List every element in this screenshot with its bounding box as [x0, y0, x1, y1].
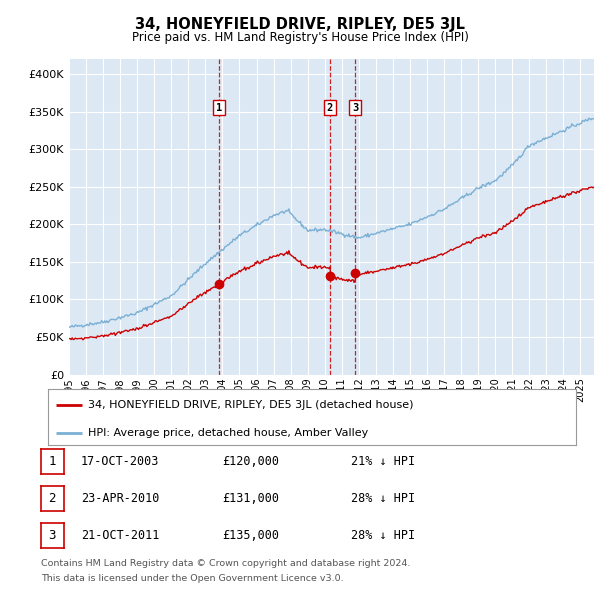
Text: 2: 2	[49, 492, 56, 505]
Text: 1: 1	[216, 103, 222, 113]
Text: 1: 1	[49, 455, 56, 468]
Text: £131,000: £131,000	[222, 492, 279, 505]
Text: 3: 3	[352, 103, 358, 113]
Text: 28% ↓ HPI: 28% ↓ HPI	[351, 529, 415, 542]
Text: 34, HONEYFIELD DRIVE, RIPLEY, DE5 3JL (detached house): 34, HONEYFIELD DRIVE, RIPLEY, DE5 3JL (d…	[88, 400, 413, 410]
Text: 3: 3	[49, 529, 56, 542]
Text: £120,000: £120,000	[222, 455, 279, 468]
Text: 21-OCT-2011: 21-OCT-2011	[81, 529, 160, 542]
Text: This data is licensed under the Open Government Licence v3.0.: This data is licensed under the Open Gov…	[41, 574, 343, 583]
Text: 2: 2	[327, 103, 333, 113]
Text: 21% ↓ HPI: 21% ↓ HPI	[351, 455, 415, 468]
Text: £135,000: £135,000	[222, 529, 279, 542]
Text: HPI: Average price, detached house, Amber Valley: HPI: Average price, detached house, Ambe…	[88, 428, 368, 438]
Text: 34, HONEYFIELD DRIVE, RIPLEY, DE5 3JL: 34, HONEYFIELD DRIVE, RIPLEY, DE5 3JL	[135, 17, 465, 31]
Text: 23-APR-2010: 23-APR-2010	[81, 492, 160, 505]
Text: Contains HM Land Registry data © Crown copyright and database right 2024.: Contains HM Land Registry data © Crown c…	[41, 559, 410, 568]
Text: 28% ↓ HPI: 28% ↓ HPI	[351, 492, 415, 505]
Text: 17-OCT-2003: 17-OCT-2003	[81, 455, 160, 468]
Text: Price paid vs. HM Land Registry's House Price Index (HPI): Price paid vs. HM Land Registry's House …	[131, 31, 469, 44]
